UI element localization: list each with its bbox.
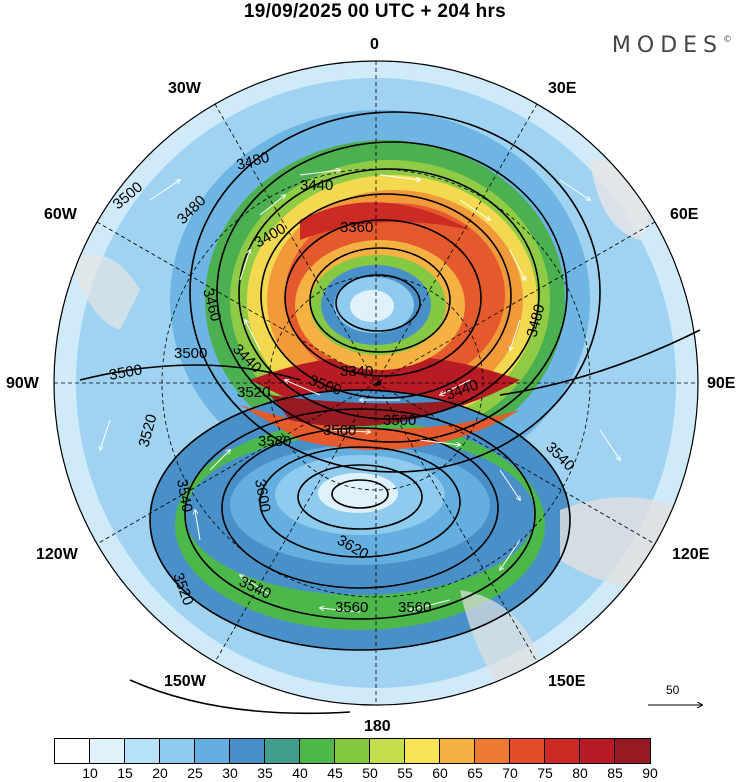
lon-label-150w: 150W <box>164 673 206 690</box>
colorbar-swatch <box>615 739 650 763</box>
reference-vector-value: 50 <box>666 683 680 697</box>
colorbar-tick-label: 60 <box>432 765 448 781</box>
lon-label-30e: 30E <box>548 80 577 97</box>
lon-label-150e: 150E <box>548 673 586 690</box>
brand-mark: © <box>723 35 732 45</box>
colorbar-swatch <box>265 739 300 763</box>
lon-label-90e: 90E <box>707 375 736 392</box>
colorbar-swatch <box>475 739 510 763</box>
colorbar <box>54 738 651 764</box>
brand-name: MODES <box>611 33 723 58</box>
colorbar-tick-label: 40 <box>292 765 308 781</box>
colorbar-tick-label: 55 <box>397 765 413 781</box>
colorbar-tick-label: 10 <box>82 765 98 781</box>
colorbar-swatch <box>440 739 475 763</box>
colorbar-swatch <box>370 739 405 763</box>
lon-label-120e: 120E <box>672 546 710 563</box>
geopotential-contours <box>79 111 701 715</box>
colorbar-swatch <box>405 739 440 763</box>
colorbar-tick-label: 70 <box>502 765 518 781</box>
colorbar-swatch <box>545 739 580 763</box>
lon-label-60e: 60E <box>670 206 699 223</box>
colorbar-swatch <box>230 739 265 763</box>
colorbar-tick-label: 15 <box>117 765 133 781</box>
colorbar-swatch <box>510 739 545 763</box>
colorbar-swatch <box>55 739 90 763</box>
colorbar-swatch <box>300 739 335 763</box>
contour-label: 3560 <box>335 599 368 616</box>
colorbar-swatch <box>335 739 370 763</box>
contour-label: 3600 <box>251 478 274 514</box>
contour-label: 3500 <box>108 361 144 384</box>
colorbar-swatch <box>125 739 160 763</box>
lon-label-30w: 30W <box>168 80 201 97</box>
contour-label: 3440 <box>300 177 333 194</box>
lon-label-180: 180 <box>364 718 391 735</box>
colorbar-tick-label: 50 <box>362 765 378 781</box>
colorbar-tick-label: 75 <box>537 765 553 781</box>
colorbar-tick-label: 45 <box>327 765 343 781</box>
brand-logo: MODES© <box>612 33 732 58</box>
contour-label: 3560 <box>323 422 356 439</box>
colorbar-tick-label: 85 <box>607 765 623 781</box>
contour-label: 3540 <box>173 478 196 514</box>
wind-vectors <box>100 170 620 613</box>
colorbar-tick-label: 20 <box>152 765 168 781</box>
lon-label-60w: 60W <box>44 206 77 223</box>
lon-label-90w: 90W <box>6 375 39 392</box>
contour-label: 3560 <box>398 599 431 616</box>
colorbar-swatch <box>195 739 230 763</box>
colorbar-tick-label: 30 <box>222 765 238 781</box>
map-title: 19/09/2025 00 UTC + 204 hrs <box>243 1 507 22</box>
lon-label-120w: 120W <box>36 546 78 563</box>
colorbar-tick-label: 25 <box>187 765 203 781</box>
colorbar-tick-label: 35 <box>257 765 273 781</box>
contour-label: 3520 <box>237 384 270 401</box>
colorbar-tick-label: 90 <box>642 765 658 781</box>
contour-label: 3500 <box>174 345 207 362</box>
contour-label: 3340 <box>340 363 373 380</box>
contour-label: 3580 <box>258 433 291 450</box>
contour-label: 3360 <box>340 219 373 236</box>
colorbar-swatch <box>580 739 615 763</box>
colorbar-tick-label: 80 <box>572 765 588 781</box>
pole-marker <box>376 380 382 386</box>
colorbar-swatch <box>90 739 125 763</box>
contour-label: 3500 <box>383 412 416 429</box>
lon-label-0: 0 <box>370 36 379 53</box>
colorbar-swatch <box>160 739 195 763</box>
globe-boundary <box>53 60 699 706</box>
colorbar-tick-label: 65 <box>467 765 483 781</box>
